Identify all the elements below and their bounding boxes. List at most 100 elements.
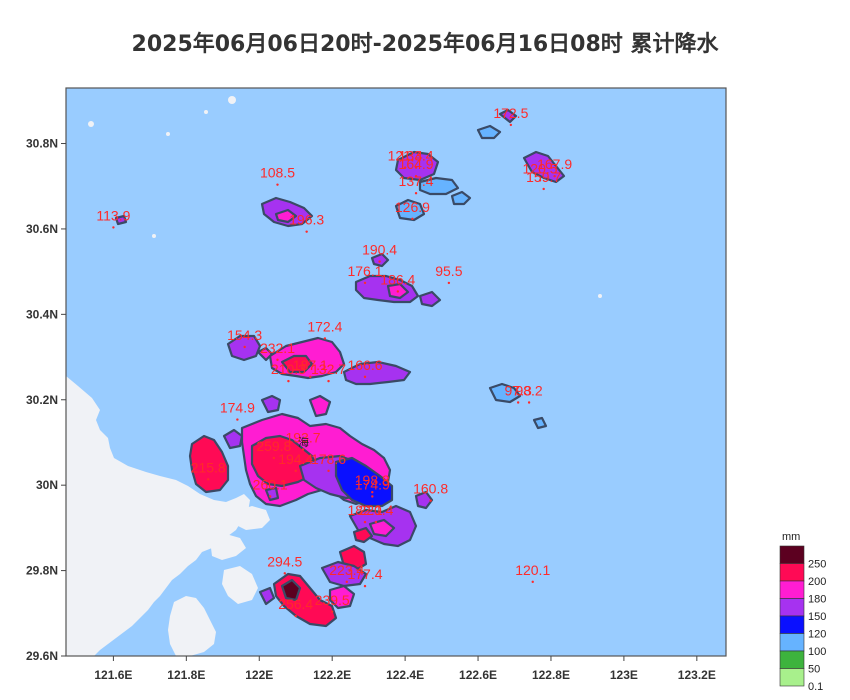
station-value-label: 178.6 (311, 451, 346, 467)
map-frame (65, 87, 727, 657)
station-dot (363, 281, 367, 285)
station-dot (414, 174, 418, 178)
y-axis: 30.8N 30.6N 30.4N 30.2N 30N 29.8N 29.6N (26, 137, 66, 663)
station-value-label: 95.5 (435, 263, 462, 279)
station-dot (538, 179, 542, 182)
station-dot (363, 584, 367, 588)
station-value-label: 174.9 (355, 476, 390, 492)
station-value-label: 176.1 (347, 263, 382, 279)
station-dot (371, 490, 374, 494)
island-shengsi-2 (418, 176, 460, 196)
station-value-label: 294.5 (267, 553, 302, 569)
station-dot (294, 614, 297, 618)
island-shengsi-3 (450, 190, 472, 206)
island-shengsi-1 (394, 150, 440, 182)
small-islets (88, 96, 602, 298)
legend-swatch (779, 615, 805, 634)
station-dot (276, 358, 279, 361)
x-tick-label: 123.2E (678, 668, 716, 682)
color-legend: mm 250 200 180 150 120 100 50 0.1 (779, 531, 826, 693)
station-dot (414, 192, 418, 195)
island-east-sm (418, 290, 442, 308)
island-220-core (368, 518, 396, 538)
x-tick-label: 121.8E (167, 668, 205, 682)
station-value-label: 120.1 (515, 562, 550, 578)
legend-level-label: 250 (808, 559, 826, 571)
island-160 (414, 490, 434, 510)
island-196-core (274, 208, 298, 224)
legend-level-label: 0.1 (808, 681, 823, 693)
station-dot (243, 345, 246, 349)
y-tick-label: 30.4N (26, 307, 58, 321)
station-dot (414, 166, 418, 169)
station-dot (283, 572, 286, 575)
station-dot (287, 379, 290, 383)
station-value-label: 98.2 (515, 382, 542, 398)
island-97 (488, 382, 522, 404)
island-ne-2 (476, 124, 502, 140)
station-value-label: 159.7 (526, 169, 561, 185)
station-dot (276, 183, 279, 186)
island-west-215 (188, 434, 230, 494)
x-axis: 121.6E 121.8E 122E 122.2E 122.4E 122.6E 122.8E… (94, 656, 716, 682)
station-value-label: 120.5 (523, 160, 558, 176)
station-value-label: 193.7 (285, 429, 320, 445)
station-dot (236, 418, 239, 421)
station-dot (207, 478, 210, 481)
legend-swatch (779, 668, 805, 687)
station-dot (374, 520, 378, 524)
y-tick-label: 29.8N (26, 564, 58, 578)
legend-swatch (779, 633, 805, 652)
mainland-bay-land (222, 566, 258, 604)
station-value-label: 223.4 (329, 562, 364, 578)
island-tiny-3 (264, 486, 280, 502)
station-value-label: 260.1 (253, 476, 288, 492)
station-value-label: 220.4 (358, 502, 393, 518)
station-dot (509, 123, 513, 127)
station-value-label: 164.9 (399, 156, 434, 172)
station-dot (327, 379, 330, 383)
island-174-west (260, 394, 282, 414)
station-dot (330, 610, 334, 613)
island-97-east (532, 416, 548, 430)
island-126 (394, 198, 426, 222)
station-value-label: 190.4 (362, 242, 397, 258)
y-tick-label: 29.6N (26, 649, 58, 663)
station-value-label: 198.8 (355, 472, 390, 488)
station-value-label: 259.8 (256, 438, 291, 454)
island-190 (370, 252, 390, 268)
station-value-label: 154.3 (227, 327, 262, 343)
legend-level-label: 150 (808, 611, 826, 623)
station-dot (553, 174, 556, 178)
x-tick-label: 122.8E (532, 668, 570, 682)
mainland-peninsula (168, 596, 216, 656)
legend-swatch (779, 580, 805, 599)
x-tick-label: 122.6E (459, 668, 497, 682)
station-dot (542, 187, 545, 191)
place-label: 海 (298, 435, 309, 449)
island-232 (256, 346, 274, 362)
station-dot (516, 401, 520, 404)
station-value-label: 256.4 (278, 596, 313, 612)
island-south-core (280, 578, 302, 602)
station-value-label: 187.1 (293, 357, 328, 373)
station-dot (363, 520, 367, 524)
map-title: 2025年06月06日20时-2025年06月16日08时 累计降水 (131, 32, 719, 57)
mainland-land (66, 376, 250, 656)
x-tick-label: 122.2E (313, 668, 351, 682)
island-cluster-210-core (280, 354, 314, 374)
island-177 (320, 560, 368, 588)
y-tick-label: 30N (36, 478, 58, 492)
station-value-label: 215.8 (191, 459, 226, 475)
y-tick-label: 30.6N (26, 222, 58, 236)
station-dot (429, 499, 432, 502)
station-value-label: 133.4 (399, 148, 434, 164)
station-dot (403, 166, 407, 169)
station-value-label: 126.9 (395, 199, 430, 215)
legend-swatch (779, 598, 805, 617)
station-value-label: 196.3 (289, 212, 324, 228)
mainland-inlet (210, 534, 246, 560)
station-dot (112, 226, 115, 229)
